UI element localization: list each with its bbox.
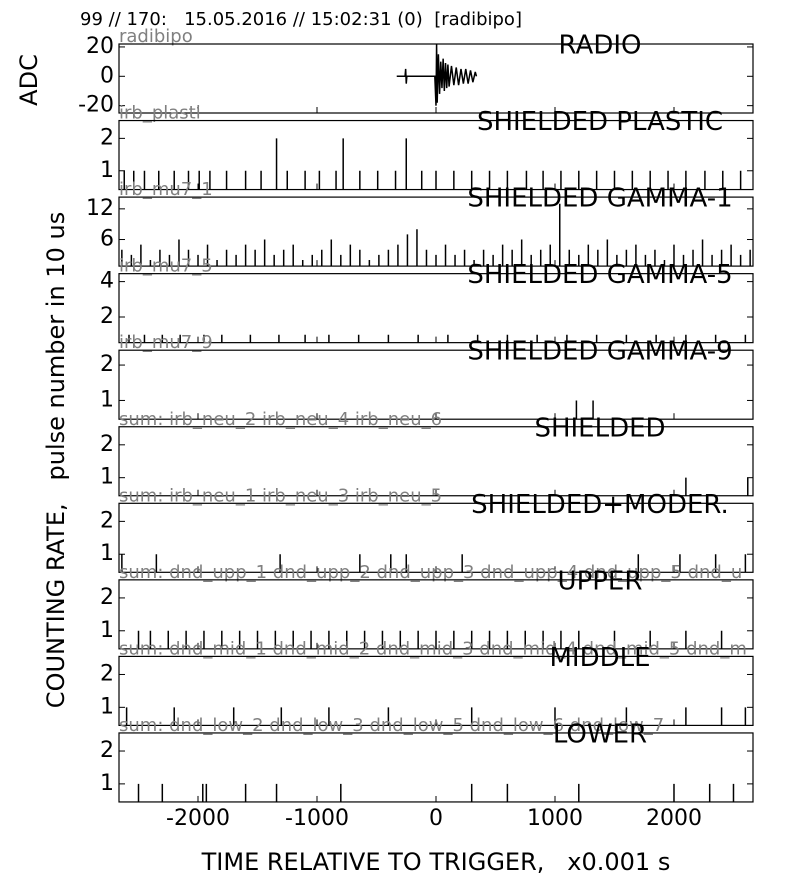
x-tick-label: -2000 [166,806,230,831]
panel-title: SHIELDED+MODER. [471,490,729,520]
panel [137,783,735,802]
panel [121,554,747,573]
panel [123,138,742,190]
y-tick-label: 2 [100,125,114,150]
panel-title: SHIELDED GAMMA-9 [467,337,732,367]
y-tick-label: 2 [100,352,114,377]
channel-label: irb_mu7_9 [119,332,213,353]
panel [125,707,747,726]
panel-title: RADIO [559,31,642,61]
panel-title: LOWER [553,719,647,749]
panel [128,334,747,343]
panel-title: SHIELDED [534,413,665,443]
y-tick-label: 4 [100,269,114,294]
x-tick-label: 2000 [646,806,702,831]
adc-label: ADC [15,54,43,106]
panel-title: SHIELDED PLASTIC [477,107,723,137]
y-tick-label: 6 [100,227,114,252]
channel-label: sum: irb_neu_1 irb_neu_3 irb_neu_5 [119,485,442,506]
y-tick-label: 20 [86,34,114,59]
panel-title: UPPER [558,566,643,596]
y-tick-label: 12 [86,196,114,221]
y-tick-label: 2 [100,508,114,533]
y-tick-label: 1 [100,694,114,719]
y-tick-label: 2 [100,304,114,329]
panel-title: MIDDLE [549,643,650,673]
panel-frame [118,732,754,803]
y-tick-label: 2 [100,432,114,457]
panel [575,400,594,420]
channel-label: sum: dnd_upp_1 dnd_upp_2 dnd_upp_3 dnd_u… [119,562,742,583]
x-axis-label: TIME RELATIVE TO TRIGGER, x0.001 s [201,848,671,876]
y-tick-label: 2 [100,661,114,686]
y-tick-label: 2 [100,585,114,610]
channel-label: sum: irb_neu_2 irb_neu_4 irb_neu_6 [119,409,442,430]
channel-label: irb_plasti [119,103,201,124]
channel-label: irb_mu7_1 [119,179,213,200]
x-tick-label: -1000 [285,806,349,831]
panel [396,44,478,106]
waveform [396,44,478,106]
chart-title: 99 // 170: 15.05.2016 // 15:02:31 (0) [r… [80,9,522,30]
x-tick-label: 0 [429,806,443,831]
channel-label: sum: dnd_mid_1 dnd_mid_2 dnd_mid_3 dnd_m… [119,638,747,659]
y-tick-label: 1 [100,618,114,643]
y-tick-label: 1 [100,771,114,796]
panel [685,477,749,496]
panel [121,203,751,267]
y-tick-label: 2 [100,738,114,763]
y-axis-label: COUNTING RATE, pulse number in 10 us [42,212,70,708]
channel-label: sum: dnd_low_2 dnd_low_3 dnd_low_5 dnd_l… [119,715,664,736]
y-tick-label: 1 [100,387,114,412]
x-tick-label: 1000 [527,806,583,831]
panel [137,630,723,649]
y-tick-label: 0 [100,63,114,88]
y-tick-label: 1 [100,158,114,183]
panel-title: SHIELDED GAMMA-1 [467,184,732,214]
channel-label: irb_mu7_5 [119,256,213,277]
panel-title: SHIELDED GAMMA-5 [467,260,732,290]
channel-label: radibipo [119,26,193,47]
y-tick-label: -20 [78,93,114,118]
y-tick-label: 1 [100,541,114,566]
y-tick-label: 1 [100,465,114,490]
